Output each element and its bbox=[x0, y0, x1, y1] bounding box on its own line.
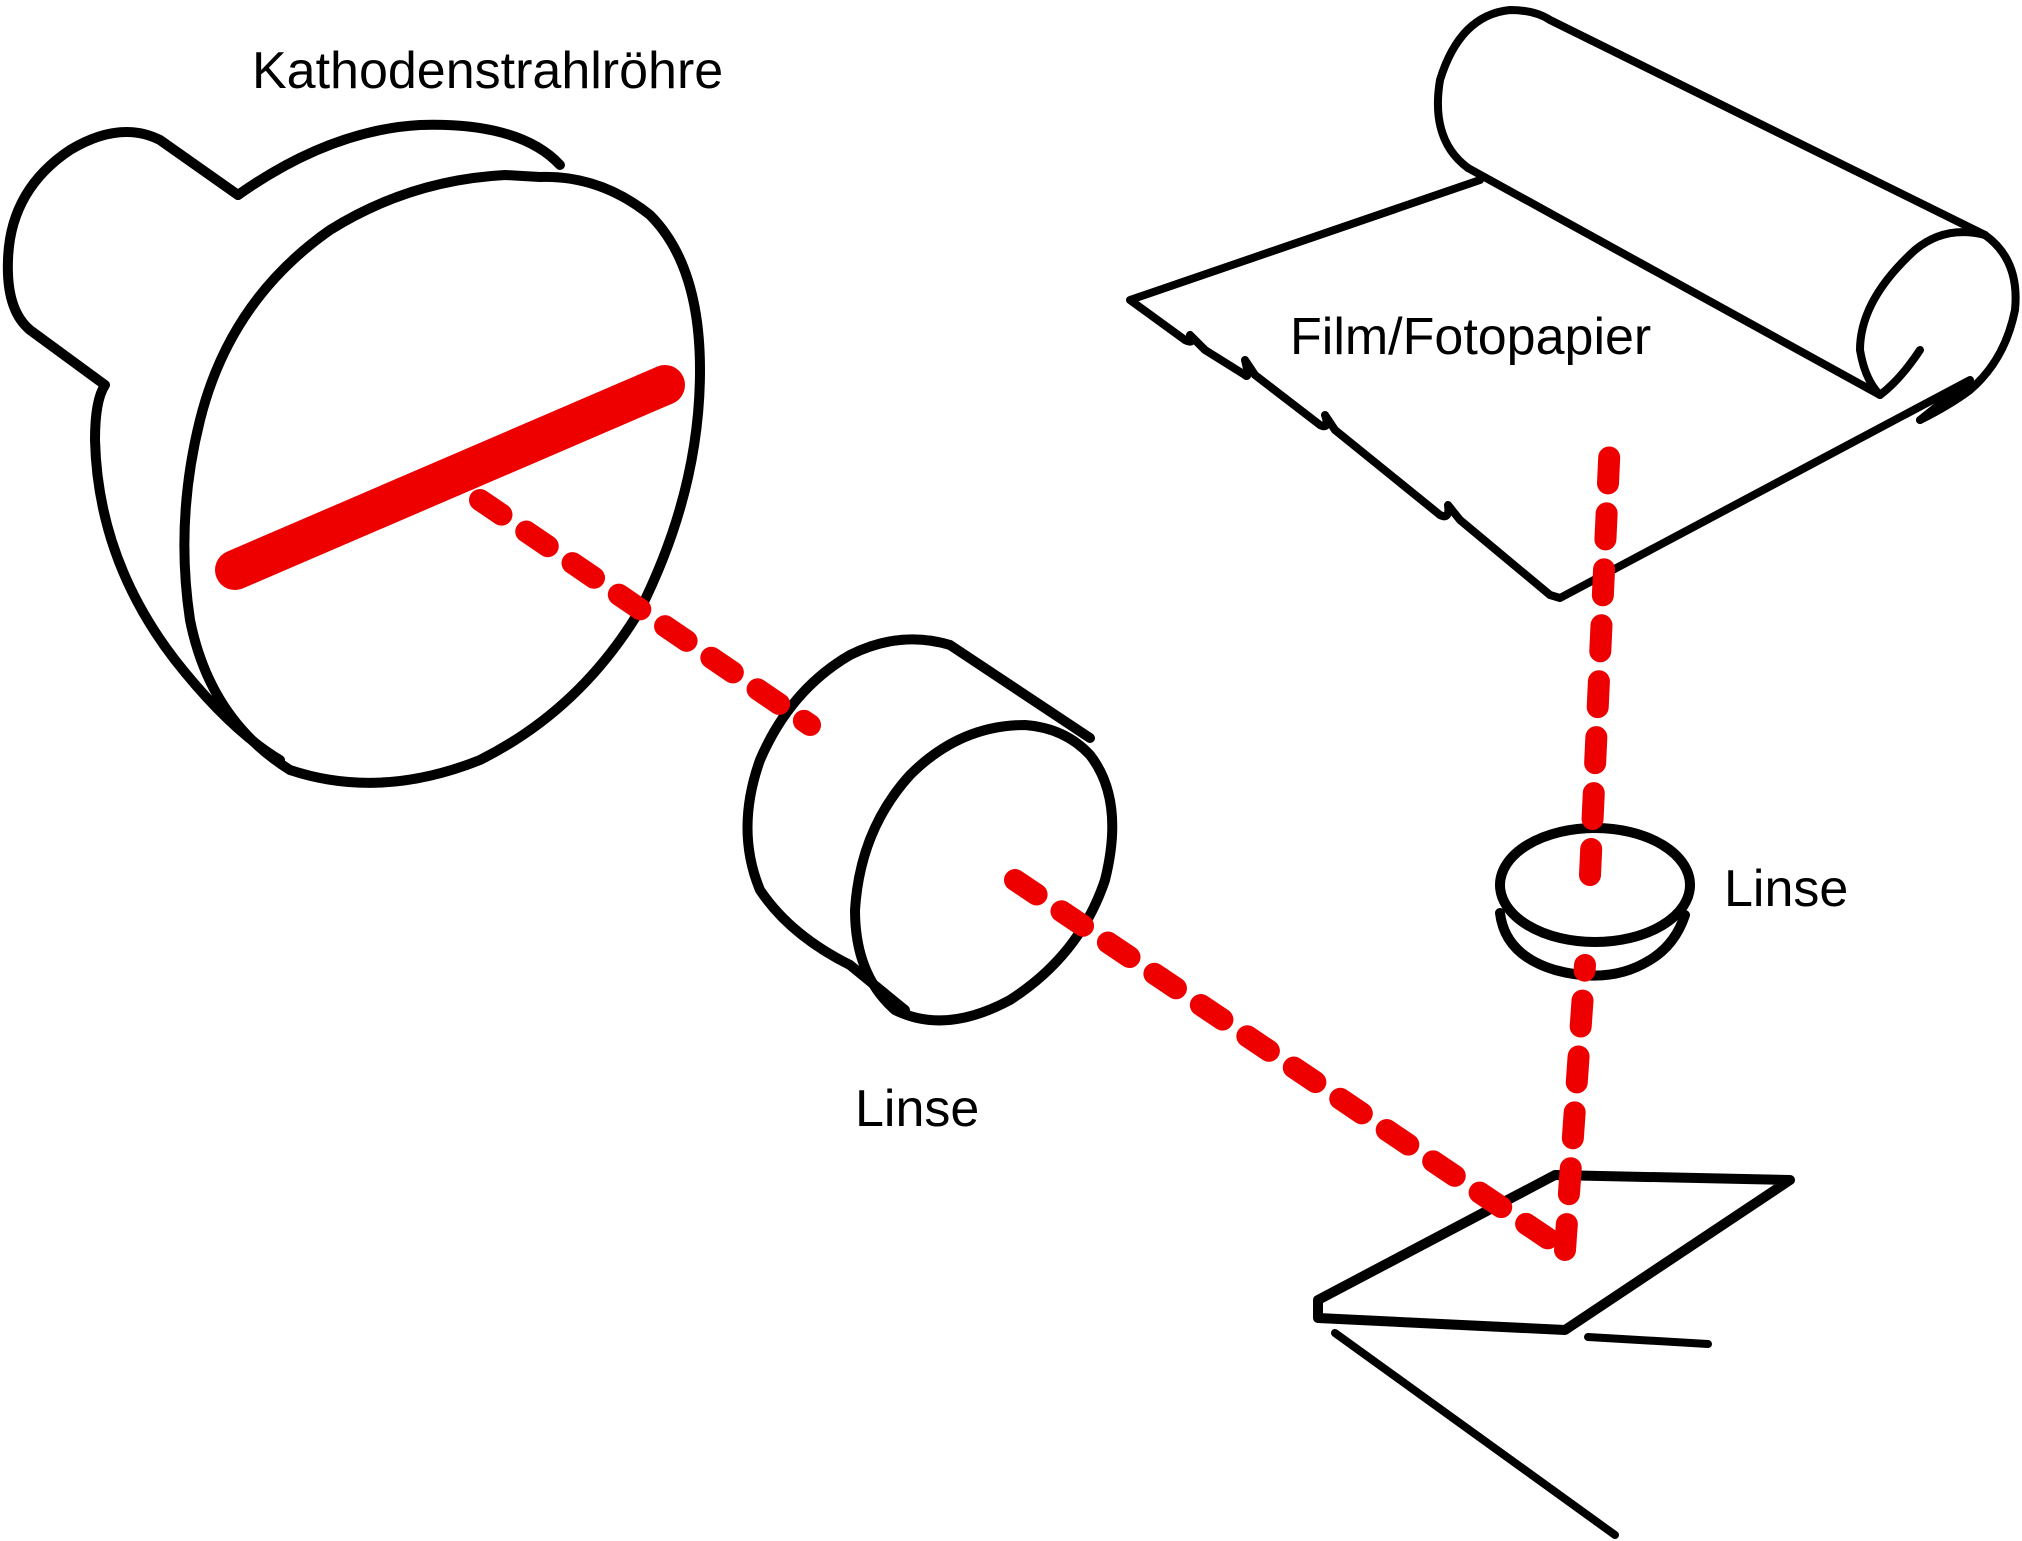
beam-segment-crt-to-lens-1 bbox=[469, 489, 821, 736]
film-roll-top bbox=[1433, 6, 1989, 239]
mirror-plate bbox=[1313, 1170, 1795, 1335]
beam-segment-lens-1-to-mirror bbox=[1004, 869, 1576, 1261]
film-roll bbox=[1126, 6, 2020, 602]
film-sheet bbox=[1126, 176, 1974, 602]
beam-segment-lens-2-to-film bbox=[1579, 429, 1621, 886]
lens-2-bottom bbox=[1495, 908, 1690, 981]
light-path bbox=[469, 429, 1621, 1261]
label-crt: Kathodenstrahlröhre bbox=[252, 42, 723, 100]
lens-1-front-face bbox=[850, 720, 1118, 1026]
film-inner-edge bbox=[1464, 164, 1884, 399]
film-roll-end-outer bbox=[1916, 231, 2020, 424]
cathode-ray-tube bbox=[2, 119, 705, 788]
label-lens-1: Linse bbox=[855, 1080, 979, 1138]
mirror-underside bbox=[1584, 1333, 1712, 1348]
crt-screen-face bbox=[179, 170, 705, 788]
mirror bbox=[1313, 1170, 1795, 1539]
lens-1-body bbox=[742, 634, 955, 970]
mirror-stand bbox=[1331, 1329, 1619, 1539]
label-lens-2: Linse bbox=[1724, 860, 1848, 918]
beam-segment-mirror-to-lens-2 bbox=[1554, 954, 1596, 1261]
crt-scan-line bbox=[215, 365, 685, 590]
label-film: Film/Fotopapier bbox=[1290, 308, 1651, 366]
crt-body-outline bbox=[2, 127, 285, 765]
lens-1-top-edge bbox=[945, 640, 1095, 743]
crt-neck-top bbox=[233, 119, 565, 200]
film-roll-end bbox=[1856, 228, 1989, 399]
lens-1-cylinder bbox=[742, 634, 1118, 1026]
